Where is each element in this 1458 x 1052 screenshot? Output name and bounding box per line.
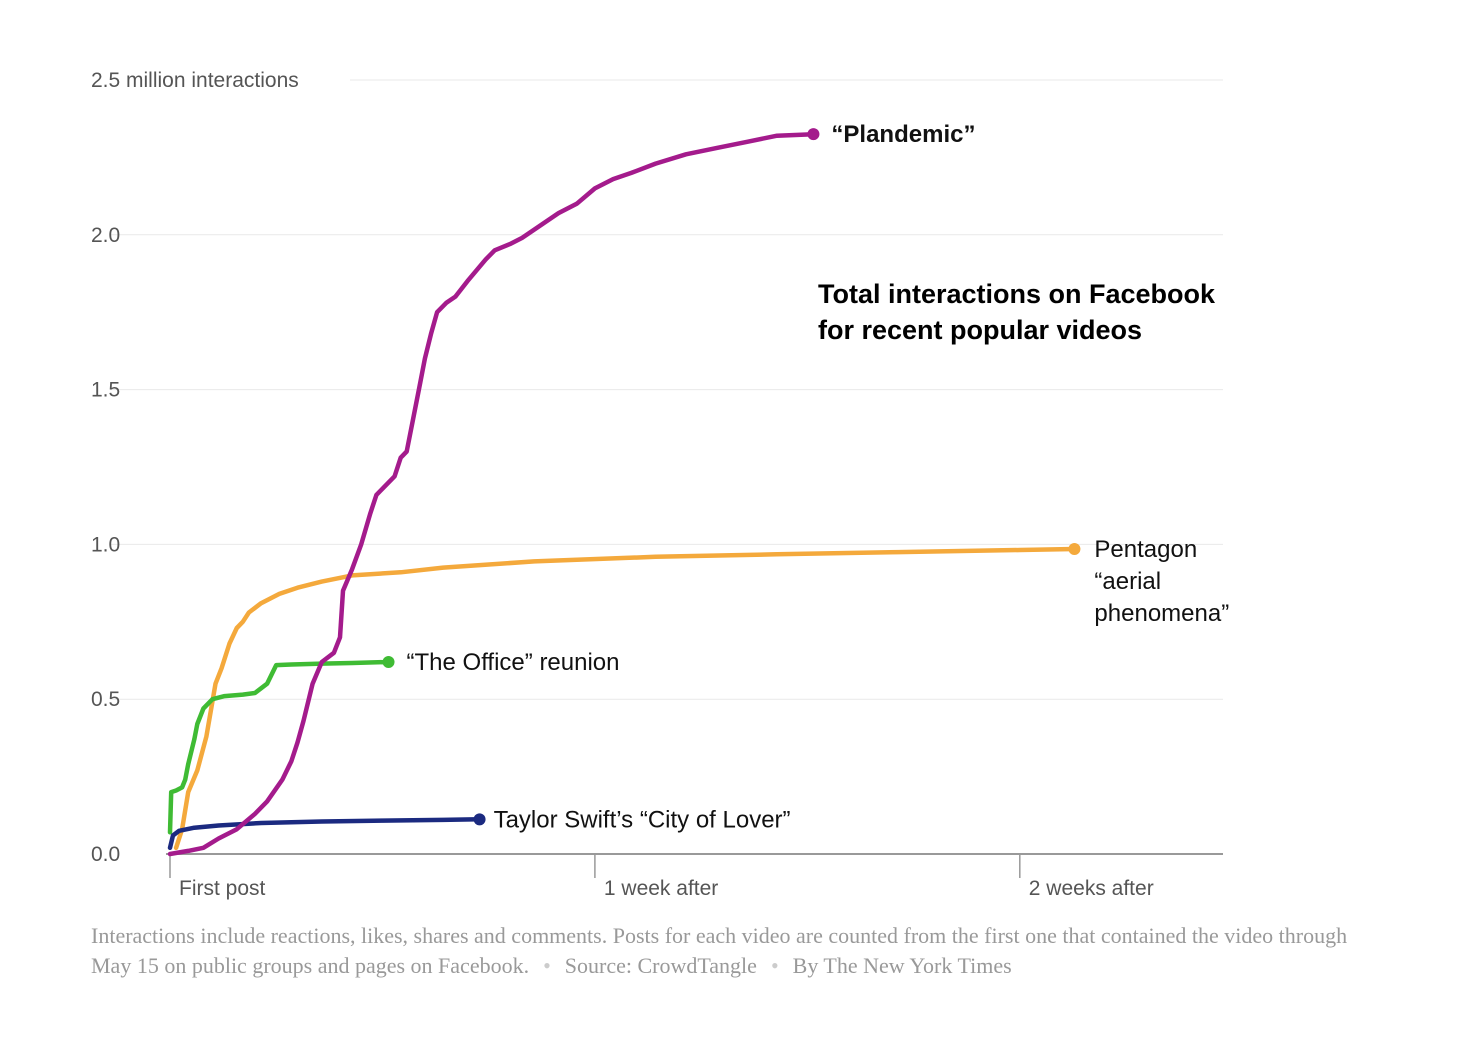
series-line xyxy=(167,817,482,851)
chart-title-line-2: for recent popular videos xyxy=(818,315,1142,345)
footnote-source: Source: CrowdTangle xyxy=(564,953,757,978)
series-label: Pentagon “aerial phenomena” xyxy=(1094,536,1229,627)
series-lines xyxy=(167,128,1081,857)
y-tick-label: 1.5 xyxy=(91,379,120,402)
y-tick-label: 0.5 xyxy=(91,688,120,711)
series-label: “The Office” reunion xyxy=(407,649,620,676)
x-tick-label: First post xyxy=(179,877,266,900)
chart-title-line-1: Total interactions on Facebook xyxy=(818,279,1216,309)
y-axis-ticks: 0.0 0.5 1.0 1.5 2.0 2.5 million interactions xyxy=(91,69,299,866)
series-end-point xyxy=(382,656,395,669)
y-tick-label: 0.0 xyxy=(91,843,120,866)
footnote-credit: By The New York Times xyxy=(792,953,1012,978)
series-end-point xyxy=(1068,543,1081,556)
series-line xyxy=(167,659,391,835)
footnote-text: Interactions include reactions, likes, s… xyxy=(91,923,1348,978)
footnote-separator: • xyxy=(770,953,779,978)
series-end-point xyxy=(473,813,486,826)
series-label: Taylor Swift’s “City of Lover” xyxy=(494,806,791,833)
y-tick-label: 1.0 xyxy=(91,533,120,556)
series-line xyxy=(173,546,1077,851)
x-tick-label: 2 weeks after xyxy=(1029,877,1154,900)
series-end-point xyxy=(807,128,820,141)
gridlines xyxy=(110,79,1223,700)
x-axis: First post 1 week after 2 weeks after xyxy=(166,853,1223,900)
series-label: “Plandemic” xyxy=(831,121,975,148)
x-tick-label: 1 week after xyxy=(604,877,718,900)
footnote-separator: • xyxy=(543,953,551,978)
series-line xyxy=(167,131,816,857)
y-tick-label: 2.5 million interactions xyxy=(91,69,299,92)
series-labels: Pentagon “aerial phenomena” “The Office” re… xyxy=(407,121,1230,833)
chart-footnote: Interactions include reactions, likes, s… xyxy=(91,921,1381,981)
y-tick-label: 2.0 xyxy=(91,224,120,247)
line-chart: 0.00.51.01.52.02.5 million interactions … xyxy=(91,69,1230,900)
